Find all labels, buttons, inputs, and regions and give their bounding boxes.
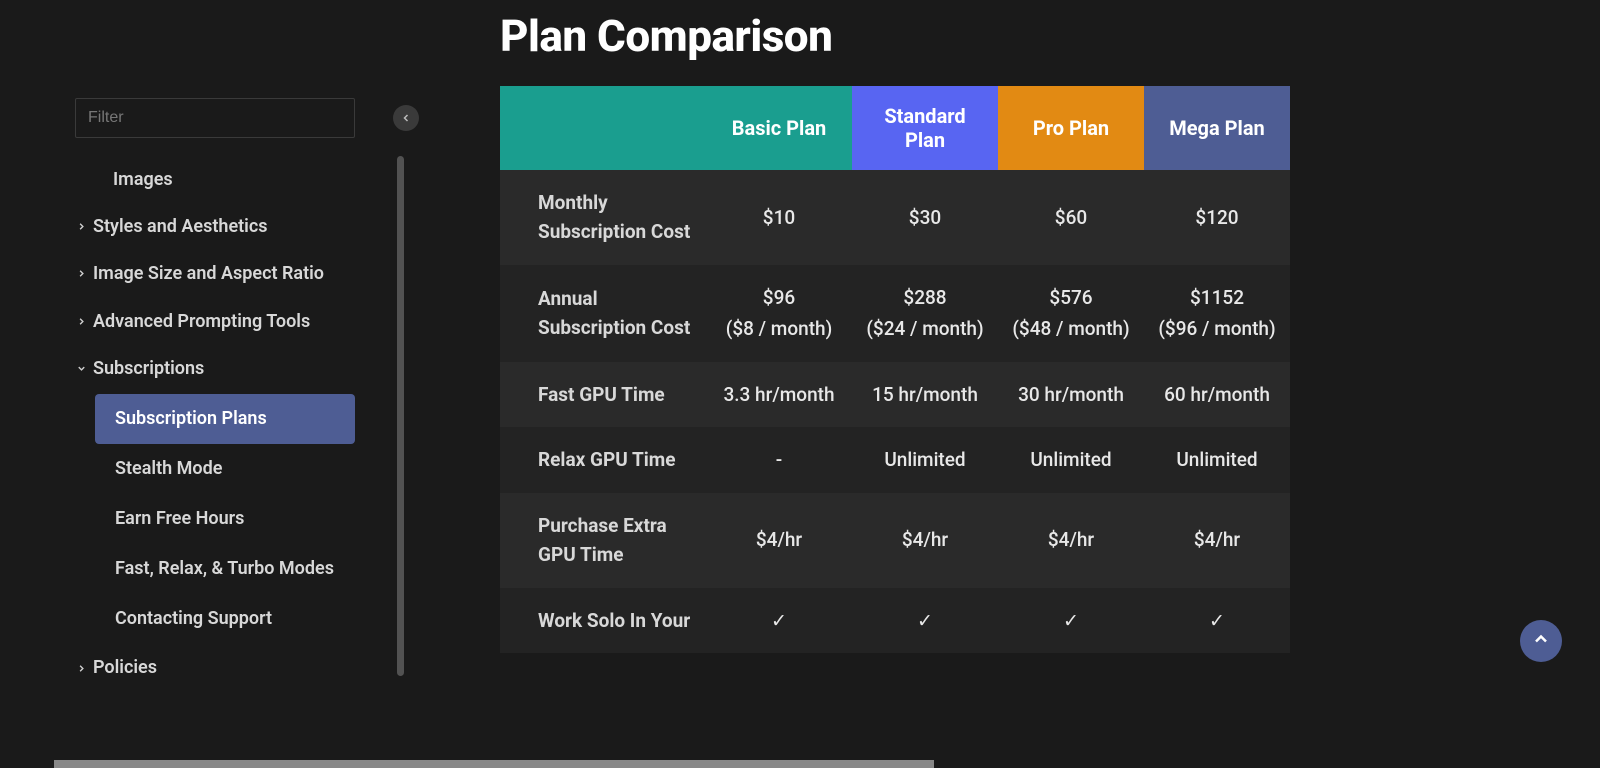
chevron-right-icon [75, 221, 87, 232]
sidebar-item-label: Subscriptions [93, 356, 355, 381]
table-header-pro-plan: Pro Plan [998, 86, 1144, 170]
sidebar-item-subscriptions[interactable]: Subscriptions [75, 345, 355, 392]
table-header-blank [500, 86, 706, 170]
sidebar-subitems: Subscription Plans Stealth Mode Earn Free … [95, 394, 355, 644]
sidebar-subitem-earn-free-hours[interactable]: Earn Free Hours [95, 494, 355, 544]
sidebar-item-advanced-prompting-tools[interactable]: Advanced Prompting Tools [75, 298, 355, 345]
sidebar-item-label: Styles and Aesthetics [93, 214, 355, 239]
table-header-row: Basic PlanStandard PlanPro PlanMega Plan [500, 86, 1290, 170]
table-cell: ✓ [998, 588, 1144, 653]
scroll-to-top-button[interactable] [1520, 620, 1562, 662]
sidebar-item-images[interactable]: Images [75, 156, 355, 203]
table-cell: Unlimited [998, 427, 1144, 492]
table-cell: Unlimited [852, 427, 998, 492]
sidebar-subitem-fast-relax-turbo-modes[interactable]: Fast, Relax, & Turbo Modes [95, 544, 355, 594]
table-cell: $4/hr [852, 493, 998, 588]
table-row: Relax GPU Time-UnlimitedUnlimitedUnlimit… [500, 427, 1290, 492]
table-cell: 30 hr/month [998, 362, 1144, 427]
sidebar-nav: Images Styles and Aesthetics Image Size an… [75, 156, 355, 692]
table-header-mega-plan: Mega Plan [1144, 86, 1290, 170]
table-rowhead: Monthly Subscription Cost [500, 170, 706, 265]
table-row: Fast GPU Time3.3 hr/month15 hr/month30 h… [500, 362, 1290, 427]
table-cell: 60 hr/month [1144, 362, 1290, 427]
table-rowhead: Relax GPU Time [500, 427, 706, 492]
horizontal-scrollbar[interactable] [54, 760, 934, 768]
chevron-right-icon [75, 316, 87, 327]
table-cell: Unlimited [1144, 427, 1290, 492]
table-cell: $120 [1144, 170, 1290, 265]
table-cell: ✓ [706, 588, 852, 653]
table-cell: $4/hr [1144, 493, 1290, 588]
table-cell: $60 [998, 170, 1144, 265]
table-row: Annual Subscription Cost$96($8 / month)$… [500, 265, 1290, 362]
sidebar-item-label: Policies [93, 655, 355, 680]
sidebar-item-image-size-and-aspect-ratio[interactable]: Image Size and Aspect Ratio [75, 250, 355, 297]
sidebar-item-label: Image Size and Aspect Ratio [93, 261, 355, 286]
chevron-up-icon [1531, 629, 1551, 653]
sidebar-scrollbar[interactable] [397, 156, 404, 676]
sidebar: Images Styles and Aesthetics Image Size an… [75, 98, 355, 692]
table-cell: - [706, 427, 852, 492]
sidebar-item-label: Subscription Plans [115, 406, 267, 432]
chevron-down-icon [75, 363, 87, 374]
table-header-standard-plan: Standard Plan [852, 86, 998, 170]
table-cell: $576($48 / month) [998, 265, 1144, 362]
sidebar-subitem-contacting-support[interactable]: Contacting Support [95, 594, 355, 644]
plan-comparison-table: Basic PlanStandard PlanPro PlanMega Plan… [500, 86, 1290, 653]
table-cell: $4/hr [998, 493, 1144, 588]
table-cell: 3.3 hr/month [706, 362, 852, 427]
sidebar-item-label: Contacting Support [115, 606, 272, 632]
sidebar-subitem-subscription-plans[interactable]: Subscription Plans [95, 394, 355, 444]
table-rowhead: Purchase ExtraGPU Time [500, 493, 706, 588]
table-cell: $96($8 / month) [706, 265, 852, 362]
table-row: Monthly Subscription Cost$10$30$60$120 [500, 170, 1290, 265]
table-cell: 15 hr/month [852, 362, 998, 427]
table-row: Work Solo In Your✓✓✓✓ [500, 588, 1290, 653]
chevron-right-icon [75, 268, 87, 279]
sidebar-item-styles-and-aesthetics[interactable]: Styles and Aesthetics [75, 203, 355, 250]
sidebar-item-label: Earn Free Hours [115, 506, 244, 532]
table-cell: $10 [706, 170, 852, 265]
sidebar-filter-input[interactable] [75, 98, 355, 138]
sidebar-item-policies[interactable]: Policies [75, 644, 355, 691]
table-cell: ✓ [1144, 588, 1290, 653]
table-row: Purchase ExtraGPU Time$4/hr$4/hr$4/hr$4/… [500, 493, 1290, 588]
sidebar-item-label: Images [113, 167, 355, 192]
sidebar-subitem-stealth-mode[interactable]: Stealth Mode [95, 444, 355, 494]
table-cell: $30 [852, 170, 998, 265]
table-cell: $288($24 / month) [852, 265, 998, 362]
table-cell: $4/hr [706, 493, 852, 588]
chevron-left-icon [400, 109, 412, 128]
main-content: Plan Comparison Basic PlanStandard PlanP… [500, 10, 1300, 653]
sidebar-collapse-button[interactable] [393, 105, 419, 131]
table-header-basic-plan: Basic Plan [706, 86, 852, 170]
table-rowhead: Annual Subscription Cost [500, 265, 706, 362]
chevron-right-icon [75, 663, 87, 674]
page-title: Plan Comparison [500, 10, 1300, 62]
sidebar-item-label: Advanced Prompting Tools [93, 309, 355, 334]
table-cell: $1152($96 / month) [1144, 265, 1290, 362]
sidebar-item-label: Stealth Mode [115, 456, 222, 482]
sidebar-item-label: Fast, Relax, & Turbo Modes [115, 556, 334, 582]
table-rowhead: Work Solo In Your [500, 588, 706, 653]
table-cell: ✓ [852, 588, 998, 653]
table-rowhead: Fast GPU Time [500, 362, 706, 427]
table-body: Monthly Subscription Cost$10$30$60$120An… [500, 170, 1290, 653]
